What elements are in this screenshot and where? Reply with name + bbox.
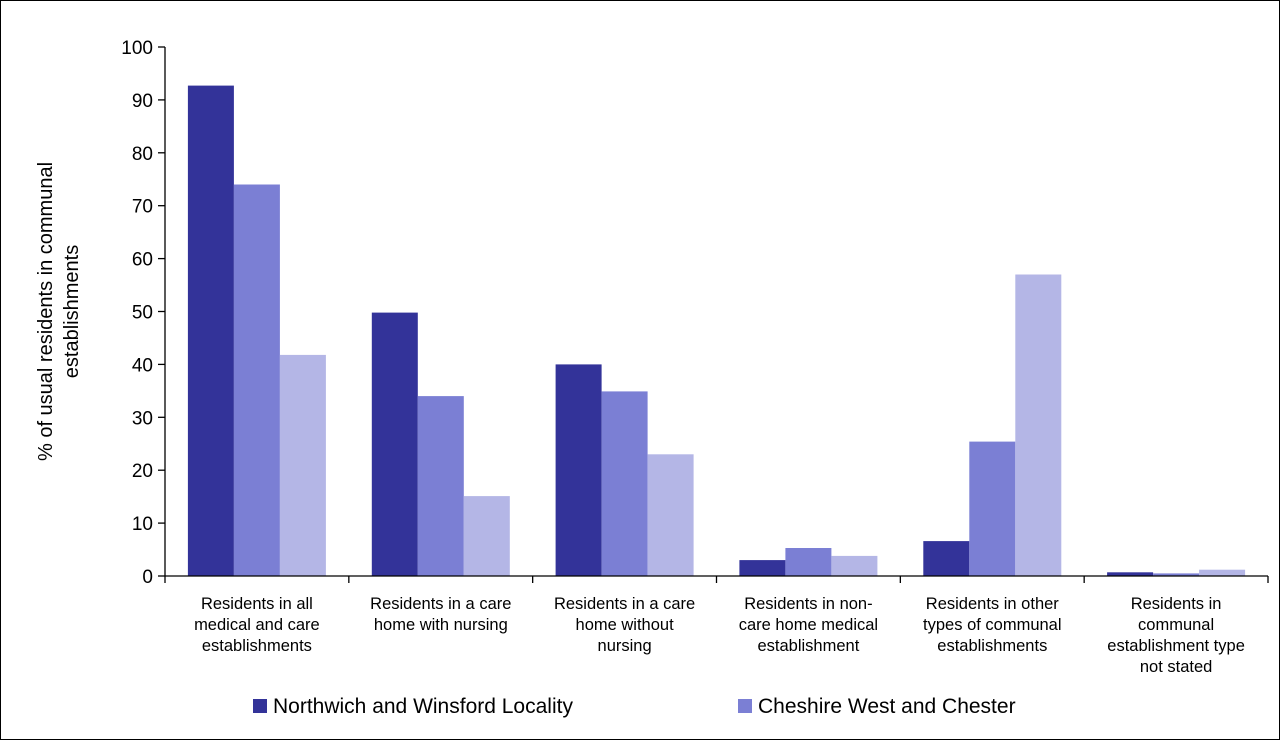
x-category-label: establishment	[757, 637, 859, 655]
x-category-label: Residents in all	[201, 595, 313, 613]
legend-swatch	[253, 699, 267, 713]
bar-0-2	[279, 354, 326, 576]
bar-3-2	[831, 555, 878, 576]
bar-2-1	[601, 391, 648, 576]
y-tick-label: 0	[142, 567, 153, 588]
bar-1-2	[463, 496, 510, 576]
x-category-label: care home medical	[739, 616, 878, 634]
y-tick-label: 10	[132, 514, 153, 535]
y-axis-ticks: 0 10 20 30 40 50 60 70 80 90 100	[121, 38, 153, 588]
legend: Northwich and Winsford Locality Cheshire …	[253, 695, 1016, 718]
bar-0-1	[233, 184, 280, 576]
x-category-label: communal	[1138, 616, 1214, 634]
bar-5-0	[1107, 572, 1154, 576]
y-tick-label: 20	[132, 461, 153, 482]
x-category-label: establishment type	[1107, 637, 1245, 655]
bar-4-1	[969, 441, 1016, 576]
bar-1-1	[417, 396, 464, 576]
y-axis-label-line: % of usual residents in communal	[35, 162, 57, 461]
x-category-label: not stated	[1140, 658, 1212, 676]
bar-1-0	[371, 312, 418, 576]
x-category-label: Residents in non-	[744, 595, 872, 613]
x-category-label: nursing	[598, 637, 652, 655]
bar-3-0	[739, 560, 786, 576]
bar-4-0	[923, 541, 970, 576]
bar-4-2	[1015, 274, 1062, 576]
axes	[158, 46, 1269, 583]
x-axis-categories: Residents in all medical and care establis…	[194, 595, 1245, 676]
legend-label: Northwich and Winsford Locality	[273, 695, 573, 718]
y-axis-label-line: establishments	[61, 245, 83, 378]
y-axis-label: % of usual residents in communal establis…	[35, 162, 83, 461]
y-tick-label: 100	[121, 38, 153, 59]
x-category-label: establishments	[937, 637, 1047, 655]
y-tick-label: 90	[132, 91, 153, 112]
x-category-label: Residents in other	[926, 595, 1059, 613]
bars	[187, 85, 1246, 576]
x-category-label: home without	[576, 616, 675, 634]
y-tick-label: 30	[132, 408, 153, 429]
legend-label: Cheshire West and Chester	[758, 695, 1016, 718]
x-category-label: establishments	[202, 637, 312, 655]
y-tick-label: 60	[132, 250, 153, 271]
y-tick-label: 80	[132, 144, 153, 165]
bar-5-2	[1199, 569, 1246, 576]
bar-0-0	[187, 85, 234, 576]
x-category-label: Residents in a care	[554, 595, 695, 613]
x-category-label: Residents in	[1131, 595, 1222, 613]
x-category-label: home with nursing	[374, 616, 508, 634]
x-category-label: types of communal	[923, 616, 1061, 634]
bar-2-0	[555, 364, 602, 576]
x-category-label: Residents in a care	[370, 595, 511, 613]
bar-5-1	[1153, 573, 1200, 576]
y-tick-label: 50	[132, 303, 153, 324]
bar-2-2	[647, 454, 694, 576]
y-tick-label: 70	[132, 197, 153, 218]
legend-swatch	[738, 699, 752, 713]
bar-3-1	[785, 548, 832, 576]
y-tick-label: 40	[132, 355, 153, 376]
x-category-label: medical and care	[194, 616, 320, 634]
